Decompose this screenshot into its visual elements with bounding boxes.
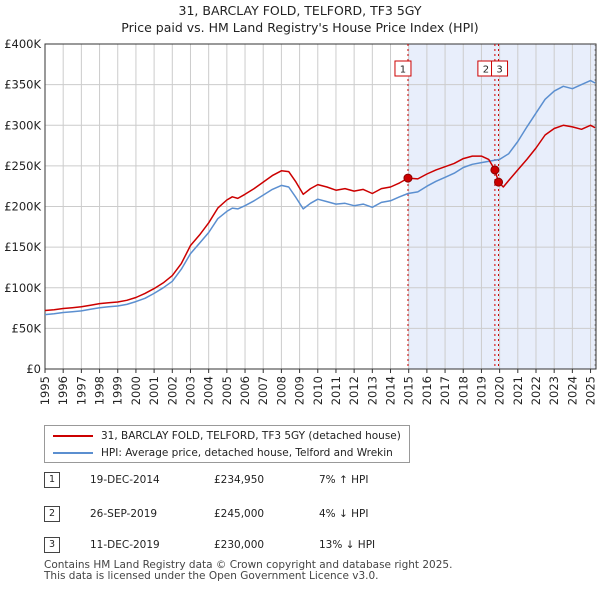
x-tick-label: 1997 — [74, 376, 88, 405]
legend-item-hpi: HPI: Average price, detached house, Telf… — [53, 445, 393, 461]
sale-number-label: 1 — [394, 60, 412, 77]
sale-point — [403, 173, 413, 183]
sale-point — [494, 177, 504, 187]
sale-number: 3 — [44, 537, 60, 553]
x-tick-label: 2014 — [384, 376, 398, 405]
footer-line-1: Contains HM Land Registry data © Crown c… — [44, 559, 453, 571]
x-tick-label: 2007 — [256, 376, 270, 405]
x-tick-label: 2021 — [511, 376, 525, 405]
y-tick-label: £300K — [4, 118, 41, 132]
legend-item-property: 31, BARCLAY FOLD, TELFORD, TF3 5GY (deta… — [53, 428, 401, 444]
x-tick-label: 2004 — [202, 376, 216, 405]
sale-label-text: 2 — [483, 65, 489, 76]
x-tick-label: 2000 — [129, 376, 143, 405]
sale-number: 2 — [44, 506, 60, 522]
property-price-line — [44, 124, 596, 312]
y-tick-label: £350K — [4, 78, 41, 92]
chart-title: 31, BARCLAY FOLD, TELFORD, TF3 5GY — [178, 3, 422, 18]
sale-label-box — [394, 60, 412, 77]
sale-hpi: 13% ↓ HPI — [319, 539, 376, 551]
sale-number: 1 — [44, 472, 60, 488]
y-tick-label: £0 — [26, 362, 41, 376]
y-tick-label: £200K — [4, 200, 41, 214]
legend-label-property: 31, BARCLAY FOLD, TELFORD, TF3 5GY (deta… — [101, 430, 401, 442]
x-tick-label: 2008 — [274, 376, 288, 405]
x-tick-label: 2019 — [474, 376, 488, 405]
sale-number-label: 3 — [491, 60, 509, 77]
x-tick-label: 2005 — [220, 376, 234, 405]
footer: Contains HM Land Registry data © Crown c… — [44, 560, 452, 582]
x-tick-label: 2002 — [165, 376, 179, 405]
sale-price: £234,950 — [214, 474, 265, 486]
sale-row: 3 11-DEC-2019 £230,000 13% ↓ HPI — [44, 537, 444, 555]
legend-swatch-hpi — [53, 452, 93, 454]
y-tick-label: £400K — [4, 37, 41, 51]
x-tick-label: 2022 — [529, 376, 543, 405]
plot-frame — [44, 43, 597, 370]
sale-price: £245,000 — [214, 508, 265, 520]
sale-label-text: 3 — [496, 65, 502, 76]
x-tick-label: 1995 — [38, 376, 52, 405]
sale-row: 2 26-SEP-2019 £245,000 4% ↓ HPI — [44, 506, 444, 524]
x-tick-label: 2016 — [420, 376, 434, 405]
price-chart: £0 £50K £100K £150K £200K £250K £300K £350K £400… — [4, 37, 598, 405]
x-tick-label: 2010 — [311, 376, 325, 405]
sale-hpi: 7% ↑ HPI — [319, 474, 369, 486]
x-tick-label: 2001 — [147, 376, 161, 405]
legend-label-hpi: HPI: Average price, detached house, Telf… — [101, 447, 393, 459]
x-tick-label: 2006 — [238, 376, 252, 405]
x-tick-label: 2023 — [547, 376, 561, 405]
x-tick-label: 2018 — [456, 376, 470, 405]
y-tick-label: £100K — [4, 281, 41, 295]
x-tick-label: 2012 — [347, 376, 361, 405]
y-tick-label: £250K — [4, 159, 41, 173]
sale-price: £230,000 — [214, 539, 265, 551]
x-tick-label: 2011 — [329, 376, 343, 405]
x-tick-label: 1999 — [111, 376, 125, 405]
sale-row: 1 19-DEC-2014 £234,950 7% ↑ HPI — [44, 472, 444, 490]
hpi-line — [44, 79, 596, 316]
sale-point — [490, 165, 500, 175]
sale-date: 11-DEC-2019 — [90, 539, 160, 551]
sale-date: 26-SEP-2019 — [90, 508, 158, 520]
sale-hpi: 4% ↓ HPI — [319, 508, 369, 520]
footer-line-2: This data is licensed under the Open Gov… — [44, 570, 379, 582]
x-tick-label: 2003 — [183, 376, 197, 405]
chart-subtitle: Price paid vs. HM Land Registry's House … — [121, 20, 479, 35]
x-tick-label: 2024 — [565, 376, 579, 405]
x-tick-label: 2025 — [584, 376, 598, 405]
y-tick-label: £150K — [4, 240, 41, 254]
y-tick-label: £50K — [12, 321, 42, 335]
sale-label-box — [491, 60, 509, 77]
x-tick-label: 2009 — [293, 376, 307, 405]
sale-label-text: 1 — [400, 65, 406, 76]
x-tick-label: 1996 — [56, 376, 70, 405]
sale-date: 19-DEC-2014 — [90, 474, 160, 486]
x-tick-label: 2015 — [402, 376, 416, 405]
legend-swatch-property — [53, 435, 93, 437]
x-tick-label: 2017 — [438, 376, 452, 405]
x-tick-label: 2020 — [493, 376, 507, 405]
legend: 31, BARCLAY FOLD, TELFORD, TF3 5GY (deta… — [44, 425, 410, 463]
x-tick-label: 2013 — [365, 376, 379, 405]
x-tick-label: 1998 — [93, 376, 107, 405]
